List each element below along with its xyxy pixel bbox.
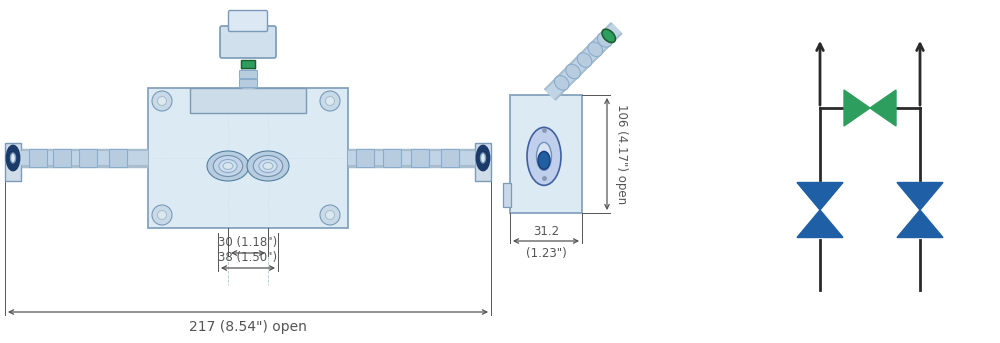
FancyBboxPatch shape bbox=[411, 149, 429, 167]
Text: 106 (4.17") open: 106 (4.17") open bbox=[615, 104, 628, 204]
Text: 38 (1.50"): 38 (1.50") bbox=[218, 251, 278, 264]
Ellipse shape bbox=[326, 96, 334, 106]
Ellipse shape bbox=[207, 151, 249, 181]
FancyBboxPatch shape bbox=[220, 26, 276, 58]
Ellipse shape bbox=[588, 42, 603, 57]
Text: 31.2: 31.2 bbox=[533, 225, 559, 238]
Ellipse shape bbox=[152, 205, 172, 225]
FancyBboxPatch shape bbox=[29, 149, 47, 167]
Polygon shape bbox=[897, 210, 943, 237]
FancyBboxPatch shape bbox=[441, 149, 459, 167]
Ellipse shape bbox=[566, 64, 580, 79]
Polygon shape bbox=[797, 182, 843, 210]
Ellipse shape bbox=[480, 153, 486, 163]
Ellipse shape bbox=[263, 163, 273, 169]
FancyBboxPatch shape bbox=[475, 143, 491, 181]
FancyBboxPatch shape bbox=[148, 88, 348, 228]
Polygon shape bbox=[897, 182, 943, 210]
FancyBboxPatch shape bbox=[239, 70, 257, 78]
FancyBboxPatch shape bbox=[239, 79, 257, 87]
Ellipse shape bbox=[158, 96, 166, 106]
Text: 217 (8.54") open: 217 (8.54") open bbox=[189, 320, 307, 334]
Polygon shape bbox=[870, 90, 896, 126]
Text: 30 (1.18"): 30 (1.18") bbox=[218, 236, 278, 249]
Ellipse shape bbox=[536, 142, 552, 170]
Ellipse shape bbox=[597, 33, 612, 47]
FancyBboxPatch shape bbox=[228, 11, 268, 32]
Ellipse shape bbox=[320, 205, 340, 225]
Ellipse shape bbox=[577, 53, 592, 67]
Polygon shape bbox=[797, 210, 843, 237]
Ellipse shape bbox=[253, 155, 283, 177]
Ellipse shape bbox=[602, 29, 615, 43]
Ellipse shape bbox=[223, 163, 233, 169]
Ellipse shape bbox=[477, 146, 489, 170]
FancyBboxPatch shape bbox=[5, 143, 21, 181]
Ellipse shape bbox=[326, 211, 334, 220]
FancyBboxPatch shape bbox=[241, 60, 255, 68]
Ellipse shape bbox=[554, 75, 569, 90]
Ellipse shape bbox=[7, 146, 19, 170]
FancyBboxPatch shape bbox=[109, 149, 127, 167]
FancyBboxPatch shape bbox=[503, 183, 511, 207]
Ellipse shape bbox=[527, 127, 561, 185]
Ellipse shape bbox=[259, 159, 277, 173]
Ellipse shape bbox=[247, 151, 289, 181]
Ellipse shape bbox=[213, 155, 243, 177]
Text: (1.23"): (1.23") bbox=[526, 247, 566, 260]
Ellipse shape bbox=[219, 159, 237, 173]
Ellipse shape bbox=[10, 153, 16, 163]
Ellipse shape bbox=[152, 91, 172, 111]
Ellipse shape bbox=[158, 211, 166, 220]
FancyBboxPatch shape bbox=[190, 88, 306, 113]
FancyBboxPatch shape bbox=[510, 95, 582, 213]
FancyBboxPatch shape bbox=[53, 149, 71, 167]
Polygon shape bbox=[844, 90, 870, 126]
Ellipse shape bbox=[320, 91, 340, 111]
Ellipse shape bbox=[538, 151, 550, 169]
FancyBboxPatch shape bbox=[383, 149, 401, 167]
FancyBboxPatch shape bbox=[79, 149, 97, 167]
FancyBboxPatch shape bbox=[356, 149, 374, 167]
